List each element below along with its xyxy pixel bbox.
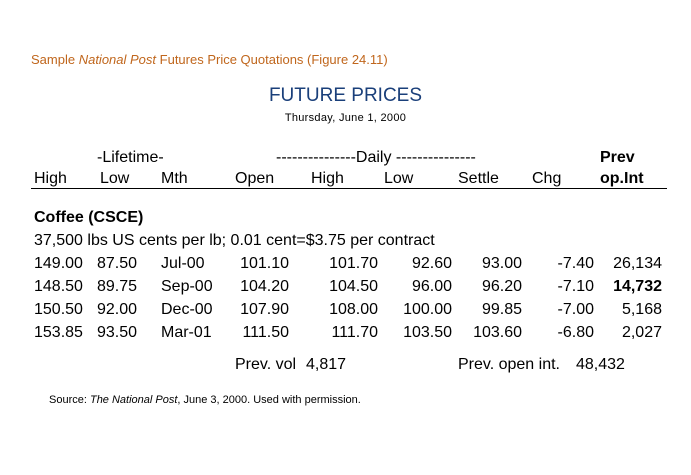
open-cell: 104.20	[240, 278, 289, 295]
month-cell: Jul-00	[161, 255, 205, 272]
source-note: Source: The National Post, June 3, 2000.…	[49, 394, 361, 406]
contract-spec: 37,500 lbs US cents per lb; 0.01 cent=$3…	[34, 232, 435, 249]
daily-low-cell: 92.60	[411, 255, 452, 272]
settle-cell: 99.85	[481, 301, 522, 318]
caption-prefix: Sample	[31, 52, 79, 67]
month-cell: Sep-00	[161, 278, 213, 295]
change-header: Chg	[532, 170, 562, 187]
open-cell: 111.50	[242, 324, 289, 341]
open-interest-cell: 26,134	[613, 255, 662, 272]
change-cell: -7.40	[557, 255, 594, 272]
lifetime-group-header: -Lifetime-	[97, 149, 164, 166]
month-cell: Dec-00	[161, 301, 213, 318]
daily-low-cell: 103.50	[403, 324, 452, 341]
open-interest-cell: 14,732	[613, 278, 662, 295]
prev-open-int-value: 48,432	[576, 356, 625, 373]
dateline: Thursday, June 1, 2000	[284, 112, 407, 124]
daily-high-header: High	[311, 170, 344, 187]
month-cell: Mar-01	[161, 324, 212, 341]
open-interest-cell: 2,027	[621, 324, 662, 341]
settle-cell: 96.20	[481, 278, 522, 295]
source-publication: The National Post	[89, 394, 178, 406]
daily-high-cell: 104.50	[329, 278, 378, 295]
prev-vol-value: 4,817	[306, 356, 347, 373]
high-cell: 150.50	[34, 301, 83, 318]
daily-high-cell: 111.70	[331, 324, 378, 341]
prev-vol-label: Prev. vol	[235, 356, 297, 373]
change-cell: -6.80	[557, 324, 594, 341]
daily-low-header: Low	[384, 170, 414, 187]
low-cell: 87.50	[97, 255, 138, 272]
low-header: Low	[100, 170, 130, 187]
high-header: High	[34, 170, 67, 187]
settle-header: Settle	[458, 170, 499, 187]
header-rule	[31, 188, 667, 189]
open-header: Open	[235, 170, 275, 187]
daily-high-cell: 101.70	[329, 255, 378, 272]
source-suffix: , June 3, 2000. Used with permission.	[177, 394, 361, 406]
low-cell: 93.50	[97, 324, 138, 341]
high-cell: 149.00	[34, 255, 83, 272]
low-cell: 89.75	[97, 278, 138, 295]
daily-low-cell: 96.00	[411, 278, 452, 295]
table-heading: FUTURE PRICES	[268, 85, 423, 106]
source-prefix: Source:	[49, 394, 90, 406]
settle-cell: 93.00	[481, 255, 522, 272]
change-cell: -7.10	[557, 278, 594, 295]
daily-group-header: ---------------Daily ---------------	[276, 149, 476, 166]
figure-caption: Sample National Post Futures Price Quota…	[31, 52, 388, 67]
prev-open-int-label: Prev. open int.	[458, 356, 560, 373]
open-cell: 101.10	[240, 255, 289, 272]
high-cell: 153.85	[34, 324, 83, 341]
settle-cell: 103.60	[473, 324, 522, 341]
daily-low-cell: 100.00	[403, 301, 452, 318]
open-interest-header: op.Int	[600, 170, 644, 187]
caption-publication: National Post	[78, 52, 157, 67]
daily-high-cell: 108.00	[329, 301, 378, 318]
low-cell: 92.00	[97, 301, 138, 318]
change-cell: -7.00	[557, 301, 594, 318]
open-interest-cell: 5,168	[621, 301, 662, 318]
month-header: Mth	[161, 170, 188, 187]
commodity-title: Coffee (CSCE)	[34, 209, 144, 226]
high-cell: 148.50	[34, 278, 83, 295]
open-cell: 107.90	[240, 301, 289, 318]
prev-header: Prev	[600, 149, 635, 166]
caption-suffix: Futures Price Quotations (Figure 24.11)	[156, 52, 388, 67]
